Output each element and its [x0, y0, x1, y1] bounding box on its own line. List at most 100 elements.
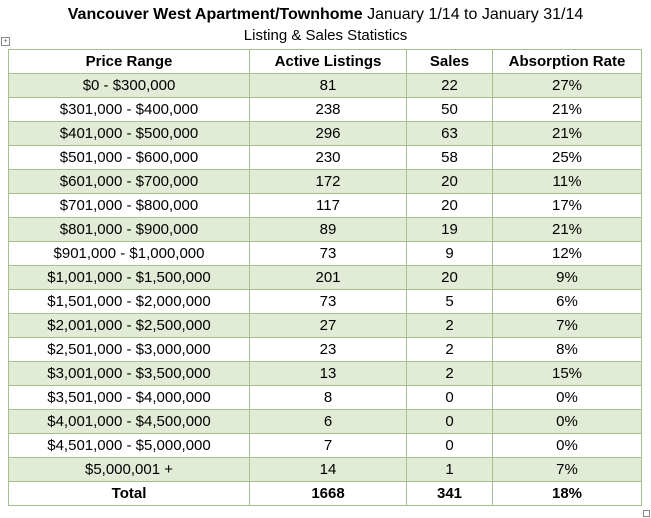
cell-active-listings: 14: [249, 457, 407, 482]
cell-active-listings: 117: [249, 193, 407, 218]
cell-absorption-rate: 21%: [492, 97, 642, 122]
cell-absorption-rate: 11%: [492, 169, 642, 194]
cell-active-listings: 201: [249, 265, 407, 290]
cell-absorption-rate: 12%: [492, 241, 642, 266]
cell-absorption-rate: 15%: [492, 361, 642, 386]
table-total-row: Total 1668 341 18%: [8, 481, 642, 506]
cell-price-range: $901,000 - $1,000,000: [8, 241, 250, 266]
header-price-range: Price Range: [8, 49, 250, 74]
header-sales: Sales: [406, 49, 493, 74]
cell-active-listings: 73: [249, 289, 407, 314]
cell-absorption-rate: 7%: [492, 313, 642, 338]
cell-active-listings: 7: [249, 433, 407, 458]
table-row: $901,000 - $1,000,000 73 9 12%: [8, 241, 642, 266]
table-row: $3,001,000 - $3,500,000 13 2 15%: [8, 361, 642, 386]
cell-active-listings: 27: [249, 313, 407, 338]
total-cell-price-range: Total: [8, 481, 250, 506]
cell-sales: 2: [406, 313, 493, 338]
table-header-row: Price Range Active Listings Sales Absorp…: [8, 49, 642, 74]
cell-absorption-rate: 9%: [492, 265, 642, 290]
header-active-listings: Active Listings: [249, 49, 407, 74]
table-body: $0 - $300,000 81 22 27% $301,000 - $400,000 2…: [8, 73, 642, 506]
cell-absorption-rate: 21%: [492, 217, 642, 242]
cell-active-listings: 172: [249, 169, 407, 194]
cell-sales: 1: [406, 457, 493, 482]
cell-sales: 5: [406, 289, 493, 314]
page-title: Vancouver West Apartment/Townhome Januar…: [0, 4, 651, 26]
cell-absorption-rate: 17%: [492, 193, 642, 218]
move-handle-icon[interactable]: +: [1, 37, 10, 46]
cell-price-range: $4,001,000 - $4,500,000: [8, 409, 250, 434]
table-row: $301,000 - $400,000 238 50 21%: [8, 97, 642, 122]
table-row: $4,001,000 - $4,500,000 6 0 0%: [8, 409, 642, 434]
cell-active-listings: 23: [249, 337, 407, 362]
header-absorption-rate: Absorption Rate: [492, 49, 642, 74]
cell-absorption-rate: 8%: [492, 337, 642, 362]
cell-price-range: $601,000 - $700,000: [8, 169, 250, 194]
cell-active-listings: 8: [249, 385, 407, 410]
table-row: $701,000 - $800,000 117 20 17%: [8, 193, 642, 218]
cell-active-listings: 89: [249, 217, 407, 242]
cell-price-range: $301,000 - $400,000: [8, 97, 250, 122]
table-row: $2,501,000 - $3,000,000 23 2 8%: [8, 337, 642, 362]
cell-sales: 50: [406, 97, 493, 122]
cell-sales: 63: [406, 121, 493, 146]
cell-sales: 20: [406, 193, 493, 218]
cell-price-range: $501,000 - $600,000: [8, 145, 250, 170]
table-row: $5,000,001 +14 1 7%: [8, 457, 642, 482]
title-date-range: January 1/14 to January 31/14: [362, 6, 584, 23]
cell-sales: 22: [406, 73, 493, 98]
cell-price-range: $2,001,000 - $2,500,000: [8, 313, 250, 338]
cell-price-range: $401,000 - $500,000: [8, 121, 250, 146]
cell-price-range: $4,501,000 - $5,000,000: [8, 433, 250, 458]
resize-handle-icon[interactable]: [643, 510, 650, 517]
cell-sales: 0: [406, 385, 493, 410]
cell-price-range: $1,001,000 - $1,500,000: [8, 265, 250, 290]
cell-absorption-rate: 6%: [492, 289, 642, 314]
cell-sales: 2: [406, 361, 493, 386]
cell-sales: 9: [406, 241, 493, 266]
cell-price-range: $5,000,001 +: [8, 457, 250, 482]
cell-sales: 19: [406, 217, 493, 242]
cell-active-listings: 230: [249, 145, 407, 170]
title-main: Vancouver West Apartment/Townhome: [67, 6, 363, 23]
cell-price-range: $1,501,000 - $2,000,000: [8, 289, 250, 314]
table-row: $2,001,000 - $2,500,000 27 2 7%: [8, 313, 642, 338]
cell-active-listings: 13: [249, 361, 407, 386]
cell-sales: 0: [406, 409, 493, 434]
cell-price-range: $701,000 - $800,000: [8, 193, 250, 218]
total-cell-active-listings: 1668: [249, 481, 407, 506]
cell-sales: 20: [406, 169, 493, 194]
cell-absorption-rate: 21%: [492, 121, 642, 146]
table-row: $1,001,000 - $1,500,000 201 20 9%: [8, 265, 642, 290]
cell-active-listings: 238: [249, 97, 407, 122]
cell-active-listings: 296: [249, 121, 407, 146]
cell-active-listings: 81: [249, 73, 407, 98]
table-row: $801,000 - $900,000 89 19 21%: [8, 217, 642, 242]
page-subtitle: Listing & Sales Statistics: [243, 27, 408, 44]
cell-price-range: $3,501,000 - $4,000,000: [8, 385, 250, 410]
total-cell-absorption-rate: 18%: [492, 481, 642, 506]
cell-sales: 0: [406, 433, 493, 458]
table-row: $1,501,000 - $2,000,000 73 5 6%: [8, 289, 642, 314]
table-row: $401,000 - $500,000 296 63 21%: [8, 121, 642, 146]
cell-active-listings: 73: [249, 241, 407, 266]
table-row: $0 - $300,000 81 22 27%: [8, 73, 642, 98]
cell-sales: 58: [406, 145, 493, 170]
cell-absorption-rate: 27%: [492, 73, 642, 98]
cell-active-listings: 6: [249, 409, 407, 434]
cell-absorption-rate: 7%: [492, 457, 642, 482]
table-row: $4,501,000 - $5,000,000 7 0 0%: [8, 433, 642, 458]
cell-absorption-rate: 0%: [492, 433, 642, 458]
cell-absorption-rate: 0%: [492, 385, 642, 410]
cell-price-range: $0 - $300,000: [8, 73, 250, 98]
table-row: $3,501,000 - $4,000,000 8 0 0%: [8, 385, 642, 410]
cell-price-range: $2,501,000 - $3,000,000: [8, 337, 250, 362]
table-row: $501,000 - $600,000 230 58 25%: [8, 145, 642, 170]
total-cell-sales: 341: [406, 481, 493, 506]
table-row: $601,000 - $700,000 172 20 11%: [8, 169, 642, 194]
cell-sales: 2: [406, 337, 493, 362]
cell-price-range: $801,000 - $900,000: [8, 217, 250, 242]
cell-absorption-rate: 25%: [492, 145, 642, 170]
cell-sales: 20: [406, 265, 493, 290]
